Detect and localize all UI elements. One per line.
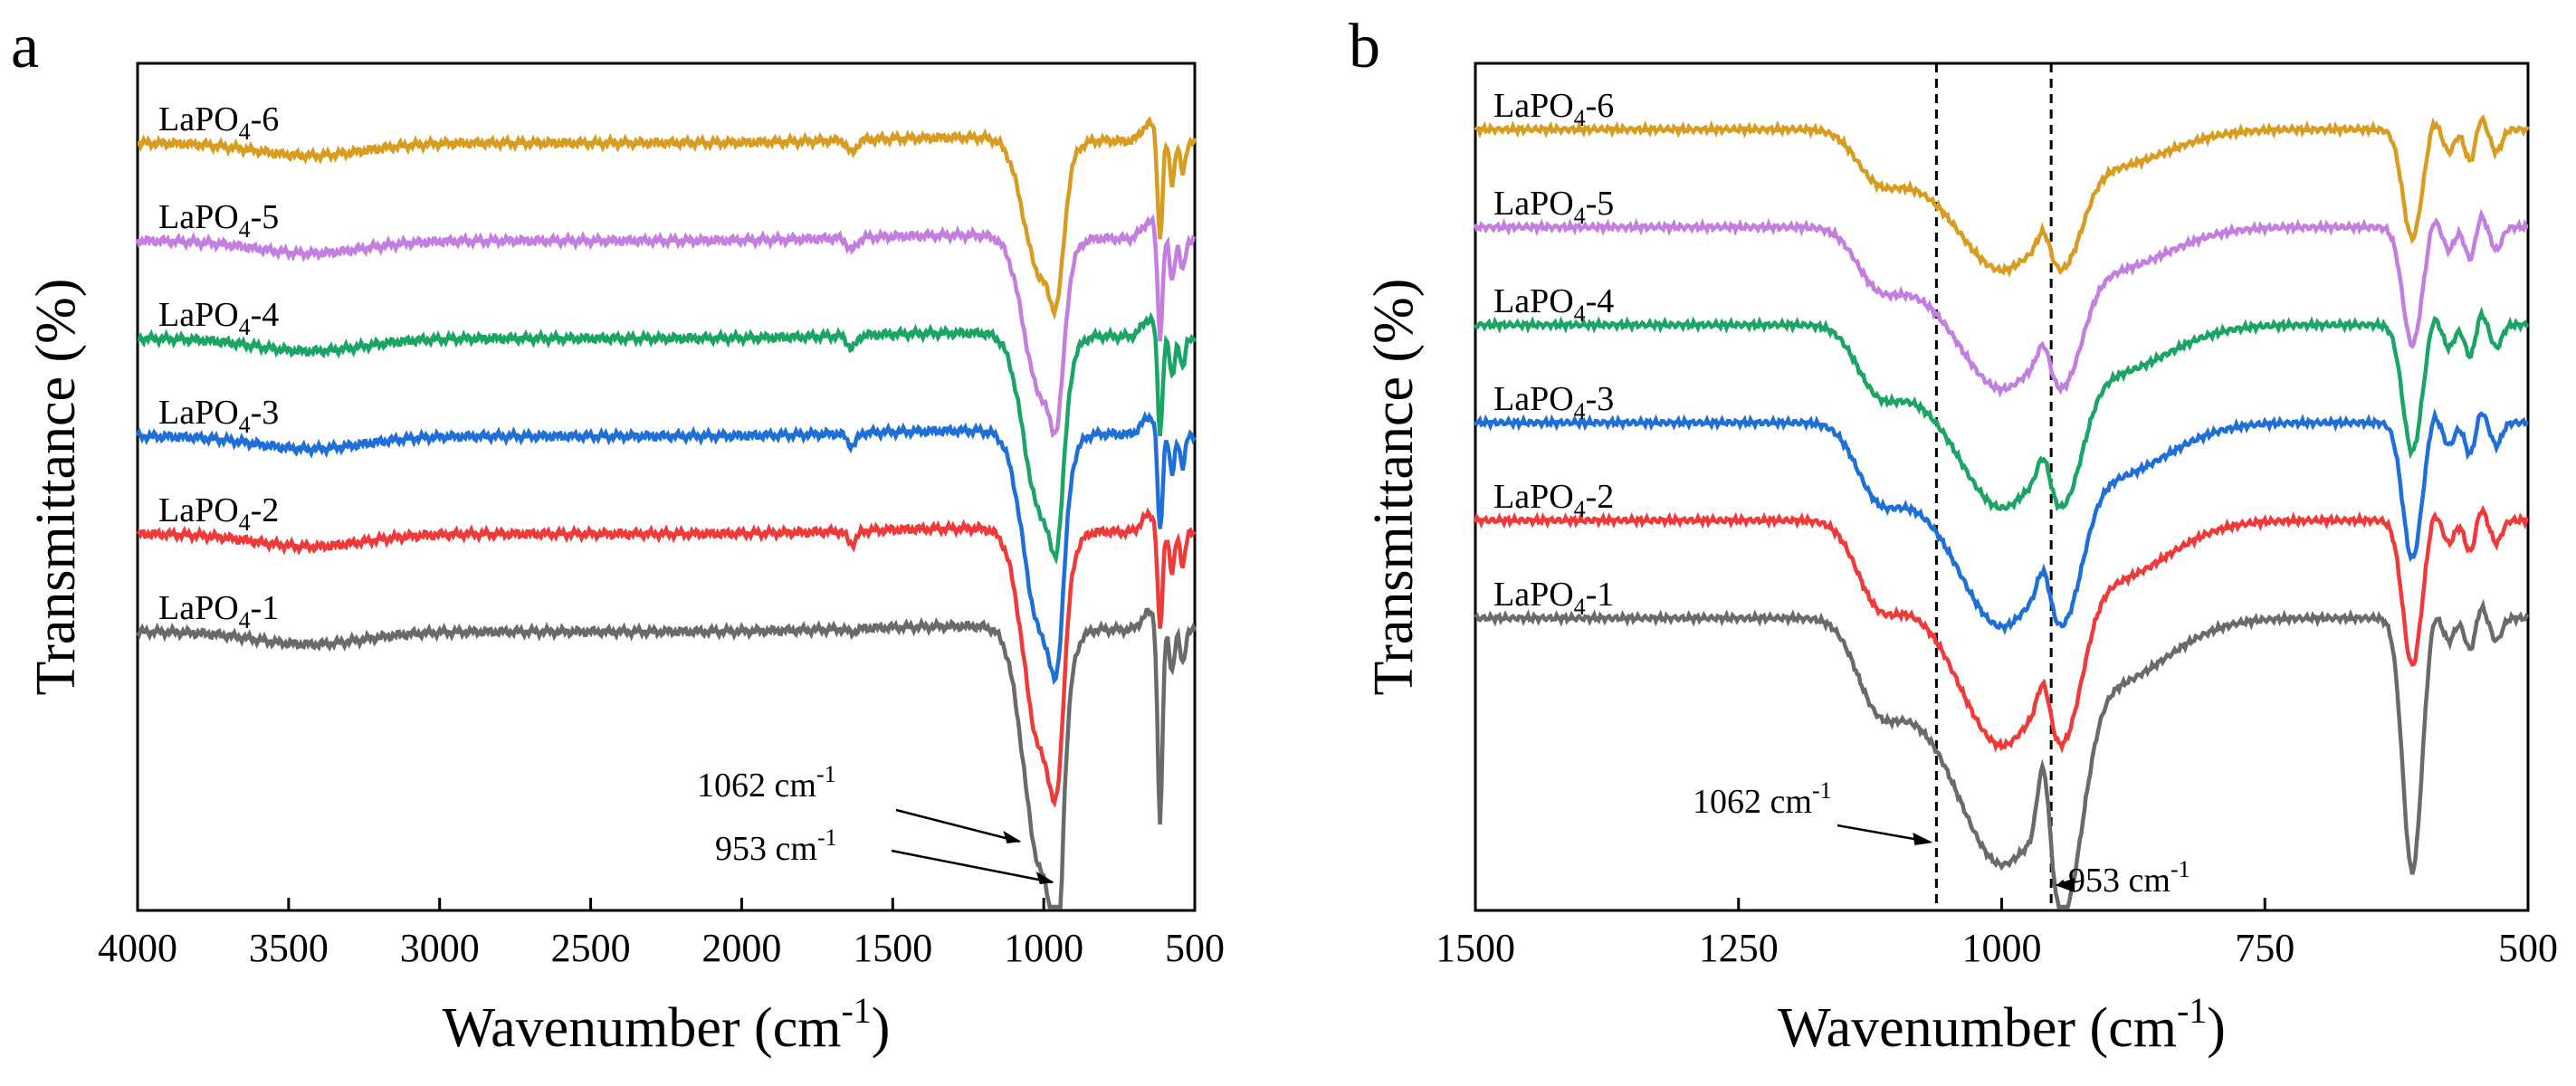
series-line-LaPO4-3 xyxy=(135,410,1197,685)
x-tick-label: 1500 xyxy=(853,926,932,970)
x-tick-label: 4000 xyxy=(98,926,177,970)
x-tick-label: 3000 xyxy=(400,926,480,970)
y-axis-title: Transmittance (%) xyxy=(1363,279,1425,696)
series-line-LaPO4-3 xyxy=(1474,407,2529,635)
x-tick-label: 500 xyxy=(2498,926,2558,970)
series-line-LaPO4-5 xyxy=(1473,208,2529,398)
series-line-LaPO4-4 xyxy=(1474,306,2530,512)
y-axis-title: Transmittance (%) xyxy=(25,279,87,696)
x-tick-label: 750 xyxy=(2235,926,2295,970)
series-label-LaPO4-6: LaPO4-6 xyxy=(158,100,279,145)
panel-b: b 1500 1250 1000 750 500 Wavenumber (cm-1) Tran… xyxy=(1349,12,2558,1059)
arrowhead xyxy=(2055,878,2075,892)
annotation-953: 953 cm-1 xyxy=(2068,856,2190,900)
annotation-953: 953 cm-1 xyxy=(715,824,837,868)
x-tick-label: 1000 xyxy=(1962,926,2042,970)
series-line-LaPO4-6 xyxy=(137,116,1197,320)
x-axis-title: Wavenumber (cm-1) xyxy=(443,990,891,1059)
x-tick-label: 1250 xyxy=(1699,926,1779,970)
series-line-LaPO4-5 xyxy=(135,213,1197,439)
x-tick-label: 2500 xyxy=(551,926,631,970)
annotation-arrow-953 xyxy=(891,849,1054,884)
arrowhead xyxy=(1035,872,1054,884)
series-label-LaPO4-5: LaPO4-5 xyxy=(1493,185,1614,229)
series-label-LaPO4-4: LaPO4-4 xyxy=(158,296,279,340)
series-label-LaPO4-1: LaPO4-1 xyxy=(1493,576,1614,620)
series-label-LaPO4-3: LaPO4-3 xyxy=(158,394,279,438)
x-axis-title: Wavenumber (cm-1) xyxy=(1778,990,2226,1059)
x-tick-label: 3500 xyxy=(249,926,329,970)
annotation-arrow-1062 xyxy=(895,808,1020,843)
panel-a: a 4000 3500 3000 2500 2000 1500 1000 500 Wavenumb… xyxy=(11,12,1225,1059)
panel-letter-b: b xyxy=(1349,12,1380,81)
series-line-LaPO4-1 xyxy=(1474,598,2530,910)
annotation-1062: 1062 cm-1 xyxy=(697,761,836,805)
annotation-1062: 1062 cm-1 xyxy=(1693,777,1832,821)
x-tick-label: 1000 xyxy=(1004,926,1083,970)
x-tick-label: 1500 xyxy=(1436,926,1515,970)
series-line-LaPO4-2 xyxy=(1473,504,2529,754)
series-line-LaPO4-2 xyxy=(136,507,1197,808)
x-tick-label: 2000 xyxy=(701,926,781,970)
series-line-LaPO4-1 xyxy=(136,607,1197,910)
series-line-LaPO4-4 xyxy=(137,311,1197,566)
series-line-LaPO4-6 xyxy=(1474,114,2530,278)
series-label-LaPO4-4: LaPO4-4 xyxy=(1493,282,1614,327)
series-label-LaPO4-6: LaPO4-6 xyxy=(1493,87,1614,131)
series-label-LaPO4-5: LaPO4-5 xyxy=(158,198,279,243)
arrowhead xyxy=(1913,833,1933,845)
plot-frame xyxy=(1474,62,2530,912)
series-label-LaPO4-2: LaPO4-2 xyxy=(1493,478,1614,522)
x-tick-label: 500 xyxy=(1165,926,1225,970)
series-label-LaPO4-1: LaPO4-1 xyxy=(158,589,279,634)
plot-frame xyxy=(136,62,1197,912)
arrowhead xyxy=(1003,831,1022,843)
panel-letter-a: a xyxy=(11,12,39,81)
series-label-LaPO4-2: LaPO4-2 xyxy=(158,491,279,536)
series-label-LaPO4-3: LaPO4-3 xyxy=(1493,380,1614,424)
